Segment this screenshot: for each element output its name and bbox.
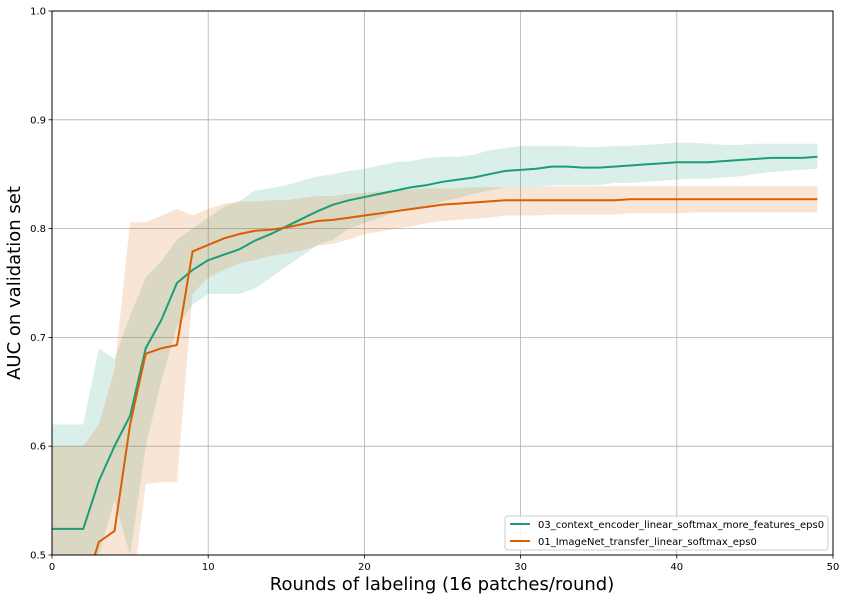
x-tick-label: 0: [49, 562, 55, 573]
legend-label-imagenet-transfer: 01_ImageNet_transfer_linear_softmax_eps0: [538, 537, 757, 548]
y-tick-label: 0.8: [30, 224, 46, 235]
series-0-line: [52, 155, 818, 530]
y-tick-label: 0.5: [30, 551, 46, 562]
plot-area-background: [52, 11, 833, 555]
confidence-bands: [52, 142, 818, 555]
x-axis-ticks: 0 10 20 30 40 50: [49, 555, 840, 573]
legend: 03_context_encoder_linear_softmax_more_f…: [504, 515, 829, 551]
x-axis-title: Rounds of labeling (16 patches/round): [270, 574, 614, 595]
series-1-line: [93, 198, 818, 555]
y-tick-label: 0.6: [30, 442, 46, 453]
series-1-band: [52, 186, 818, 555]
plot-frame: [51, 10, 834, 556]
legend-box: [504, 515, 829, 551]
legend-label-context-encoder: 03_context_encoder_linear_softmax_more_f…: [538, 520, 824, 531]
x-tick-label: 30: [514, 562, 527, 573]
y-tick-label: 1.0: [30, 7, 46, 18]
y-tick-label: 0.7: [30, 333, 46, 344]
series-0-band: [52, 142, 818, 555]
grid-lines: [51, 10, 834, 556]
x-tick-label: 40: [670, 562, 683, 573]
y-tick-label: 0.9: [30, 115, 46, 126]
x-tick-label: 50: [827, 562, 840, 573]
x-tick-label: 10: [202, 562, 215, 573]
y-axis-title: AUC on validation set: [4, 186, 25, 380]
x-tick-label: 20: [358, 562, 371, 573]
series-lines: [52, 155, 818, 555]
y-axis-ticks: 0.5 0.6 0.7 0.8 0.9 1.0: [30, 7, 52, 562]
